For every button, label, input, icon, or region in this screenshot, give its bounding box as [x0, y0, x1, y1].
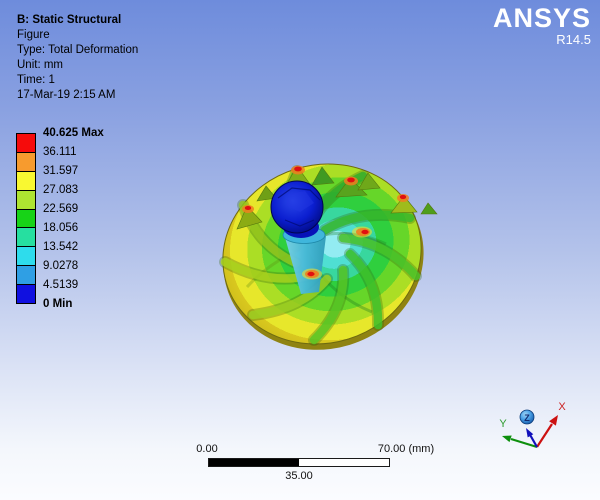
ansys-logo: ANSYS R14.5: [492, 3, 591, 48]
x-axis-label: X: [558, 401, 566, 413]
legend-label: 27.083: [43, 184, 79, 196]
legend-label: 36.111: [43, 146, 77, 158]
annotation-line: Unit: mm: [17, 59, 63, 71]
legend-label: 22.569: [43, 203, 79, 215]
legend-label: 13.542: [43, 241, 79, 253]
scale-label-center: 35.00: [285, 470, 313, 482]
ansys-brand-text: ANSYS: [492, 3, 591, 33]
orientation-triad: X Y Z: [499, 401, 566, 449]
ansys-version-text: R14.5: [556, 32, 591, 47]
result-annotation: B: Static Structural Figure Type: Total …: [17, 13, 138, 103]
triad-axis-z[interactable]: Z: [519, 409, 538, 448]
triad-axis-x[interactable]: X: [536, 401, 566, 448]
analysis-title: B: Static Structural: [17, 14, 122, 26]
annotation-line: 17-Mar-19 2:15 AM: [17, 89, 116, 101]
triad-axis-y[interactable]: Y: [499, 418, 538, 449]
annotation-line: Figure: [17, 29, 50, 41]
legend-label: 9.0278: [43, 260, 79, 272]
impeller-model[interactable]: [199, 139, 446, 374]
legend-band: [17, 152, 35, 172]
scale-label-right: 70.00 (mm): [377, 443, 435, 455]
hub-nose: [270, 180, 324, 238]
scale-ruler-bar: [208, 458, 390, 467]
legend-band: [17, 247, 35, 267]
y-axis-label: Y: [499, 418, 507, 430]
legend-band: [17, 266, 35, 286]
legend-label-min: 0 Min: [43, 298, 73, 310]
legend-label: 4.5139: [43, 279, 79, 291]
legend-label: 31.597: [43, 165, 79, 177]
z-axis-label: Z: [524, 413, 530, 423]
legend-band: [17, 285, 35, 304]
annotation-line: Type: Total Deformation: [17, 44, 139, 56]
legend-band: [17, 228, 35, 248]
z-axis-ball: [519, 409, 535, 425]
scale-label-left: 0.00: [196, 443, 218, 455]
legend-band: [17, 209, 35, 229]
max-deformation-spots: [242, 165, 409, 280]
annotation-line: Time: 1: [17, 74, 55, 86]
legend-label-max: 40.625 Max: [43, 127, 104, 139]
legend-band: [17, 190, 35, 210]
legend-band: [17, 134, 35, 153]
legend-band: [17, 171, 35, 191]
legend-colorbar[interactable]: [16, 133, 36, 304]
legend-label: 18.056: [43, 222, 79, 234]
